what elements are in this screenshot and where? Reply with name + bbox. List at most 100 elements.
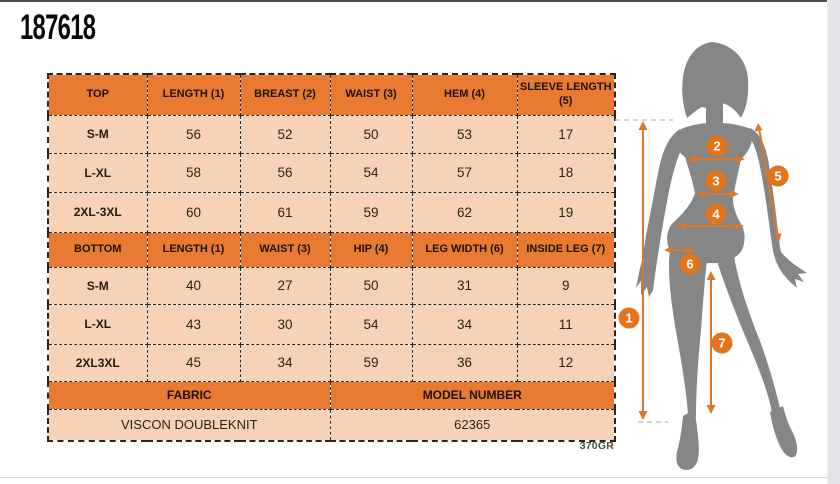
measurement-markers: 1 2 3 4 5 6 7 [618,135,789,354]
value-cell: 56 [239,152,331,193]
table-row: 2XL-3XL 60 61 59 62 19 [47,191,616,233]
value-cell: 27 [239,266,331,305]
bottom-header-cell: HIP (4) [329,231,413,268]
svg-text:4: 4 [712,207,720,222]
svg-text:7: 7 [718,336,725,351]
svg-text:6: 6 [686,257,693,272]
silhouette-right-leg [714,243,782,423]
table-row: L-XL 43 30 54 34 11 [47,303,616,345]
value-cell: 9 [516,266,616,305]
top-header-cell: HEM (4) [411,73,518,116]
size-label-cell: 2XL-3XL [47,191,148,233]
top-header-cell: SLEEVE LENGTH (5) [516,73,616,116]
top-header-row: TOP LENGTH (1) BREAST (2) WAIST (3) HEM … [47,73,616,116]
value-cell: 54 [329,303,413,345]
marker-4-badge: 4 [705,203,727,225]
value-cell: 50 [329,266,413,305]
size-label-cell: S-M [47,114,148,154]
bottom-header-cell: LEG WIDTH (6) [411,231,518,268]
top-header-cell: WAIST (3) [329,73,413,116]
value-cell: 43 [146,303,241,345]
bottom-header-cell: WAIST (3) [239,231,331,268]
value-cell: 53 [411,114,518,154]
measure-arrow-6 [664,246,695,254]
value-cell: 56 [146,114,241,154]
value-cell: 54 [329,152,413,193]
bottom-header-cell: INSIDE LEG (7) [516,231,616,268]
size-label-cell: S-M [47,266,148,305]
value-cell: 59 [329,343,413,382]
svg-text:2: 2 [713,139,720,154]
bottom-header-cell: LENGTH (1) [146,231,241,268]
value-cell: 45 [146,343,241,382]
table-row: S-M 40 27 50 31 9 [47,266,616,305]
value-cell: 34 [239,343,331,382]
measurement-arrows [638,121,782,420]
top-header-cell: LENGTH (1) [146,73,241,116]
footer-header-row: FABRIC MODEL NUMBER [47,380,616,410]
slide-right-margin [827,0,840,484]
silhouette-left-arm [636,129,685,297]
bottom-header-row: BOTTOM LENGTH (1) WAIST (3) HIP (4) LEG … [47,231,616,268]
value-cell: 30 [239,303,331,345]
model-number-value-cell: 62365 [329,408,616,442]
table-row: S-M 56 52 50 53 17 [47,114,616,154]
silhouette-torso [667,122,753,264]
female-silhouette [636,42,807,470]
value-cell: 61 [239,191,331,233]
fabric-value-cell: VISCON DOUBLEKNIT [47,408,331,442]
size-label-cell: L-XL [47,152,148,193]
svg-text:1: 1 [625,311,632,326]
measure-arrow-1 [638,121,648,420]
silhouette-right-arm [746,128,807,288]
silhouette-right-foot [770,406,798,458]
value-cell: 58 [146,152,241,193]
bottom-header-cell: BOTTOM [47,231,148,268]
measure-arrow-3 [696,190,739,198]
svg-text:3: 3 [712,174,719,189]
model-number-header-cell: MODEL NUMBER [329,380,616,410]
value-cell: 11 [516,303,616,345]
weight-footnote: 370GR [579,440,614,452]
size-chart-table: TOP LENGTH (1) BREAST (2) WAIST (3) HEM … [47,73,616,442]
silhouette-head [682,42,749,118]
marker-1-badge: 1 [618,307,640,329]
top-header-cell: BREAST (2) [239,73,331,116]
marker-3-badge: 3 [705,170,727,192]
measure-arrow-5 [754,123,782,242]
slide-top-border [0,0,830,2]
table-row: 2XL3XL 45 34 59 36 12 [47,343,616,382]
value-cell: 17 [516,114,616,154]
marker-2-badge: 2 [706,135,728,157]
value-cell: 50 [329,114,413,154]
value-cell: 34 [411,303,518,345]
measure-arrow-7 [706,271,716,414]
size-label-cell: 2XL3XL [47,343,148,382]
silhouette-left-foot [676,410,699,470]
value-cell: 40 [146,266,241,305]
value-cell: 31 [411,266,518,305]
measure-arrow-2 [687,155,745,163]
value-cell: 36 [411,343,518,382]
value-cell: 62 [411,191,518,233]
page-title: 187618 [20,8,96,47]
measurement-diagram: 1 2 3 4 5 6 7 [615,42,807,470]
value-cell: 12 [516,343,616,382]
svg-text:5: 5 [774,169,781,184]
top-header-cell: TOP [47,73,148,116]
slide-bottom-border [0,477,828,478]
marker-7-badge: 7 [711,332,733,354]
marker-5-badge: 5 [767,165,789,187]
footer-value-row: VISCON DOUBLEKNIT 62365 [47,408,616,442]
value-cell: 57 [411,152,518,193]
value-cell: 59 [329,191,413,233]
marker-6-badge: 6 [679,253,701,275]
table-row: L-XL 58 56 54 57 18 [47,152,616,193]
value-cell: 60 [146,191,241,233]
silhouette-left-leg [668,249,708,420]
value-cell: 19 [516,191,616,233]
fabric-header-cell: FABRIC [47,380,331,410]
size-label-cell: L-XL [47,303,148,345]
measure-arrow-4 [677,222,744,230]
value-cell: 52 [239,114,331,154]
